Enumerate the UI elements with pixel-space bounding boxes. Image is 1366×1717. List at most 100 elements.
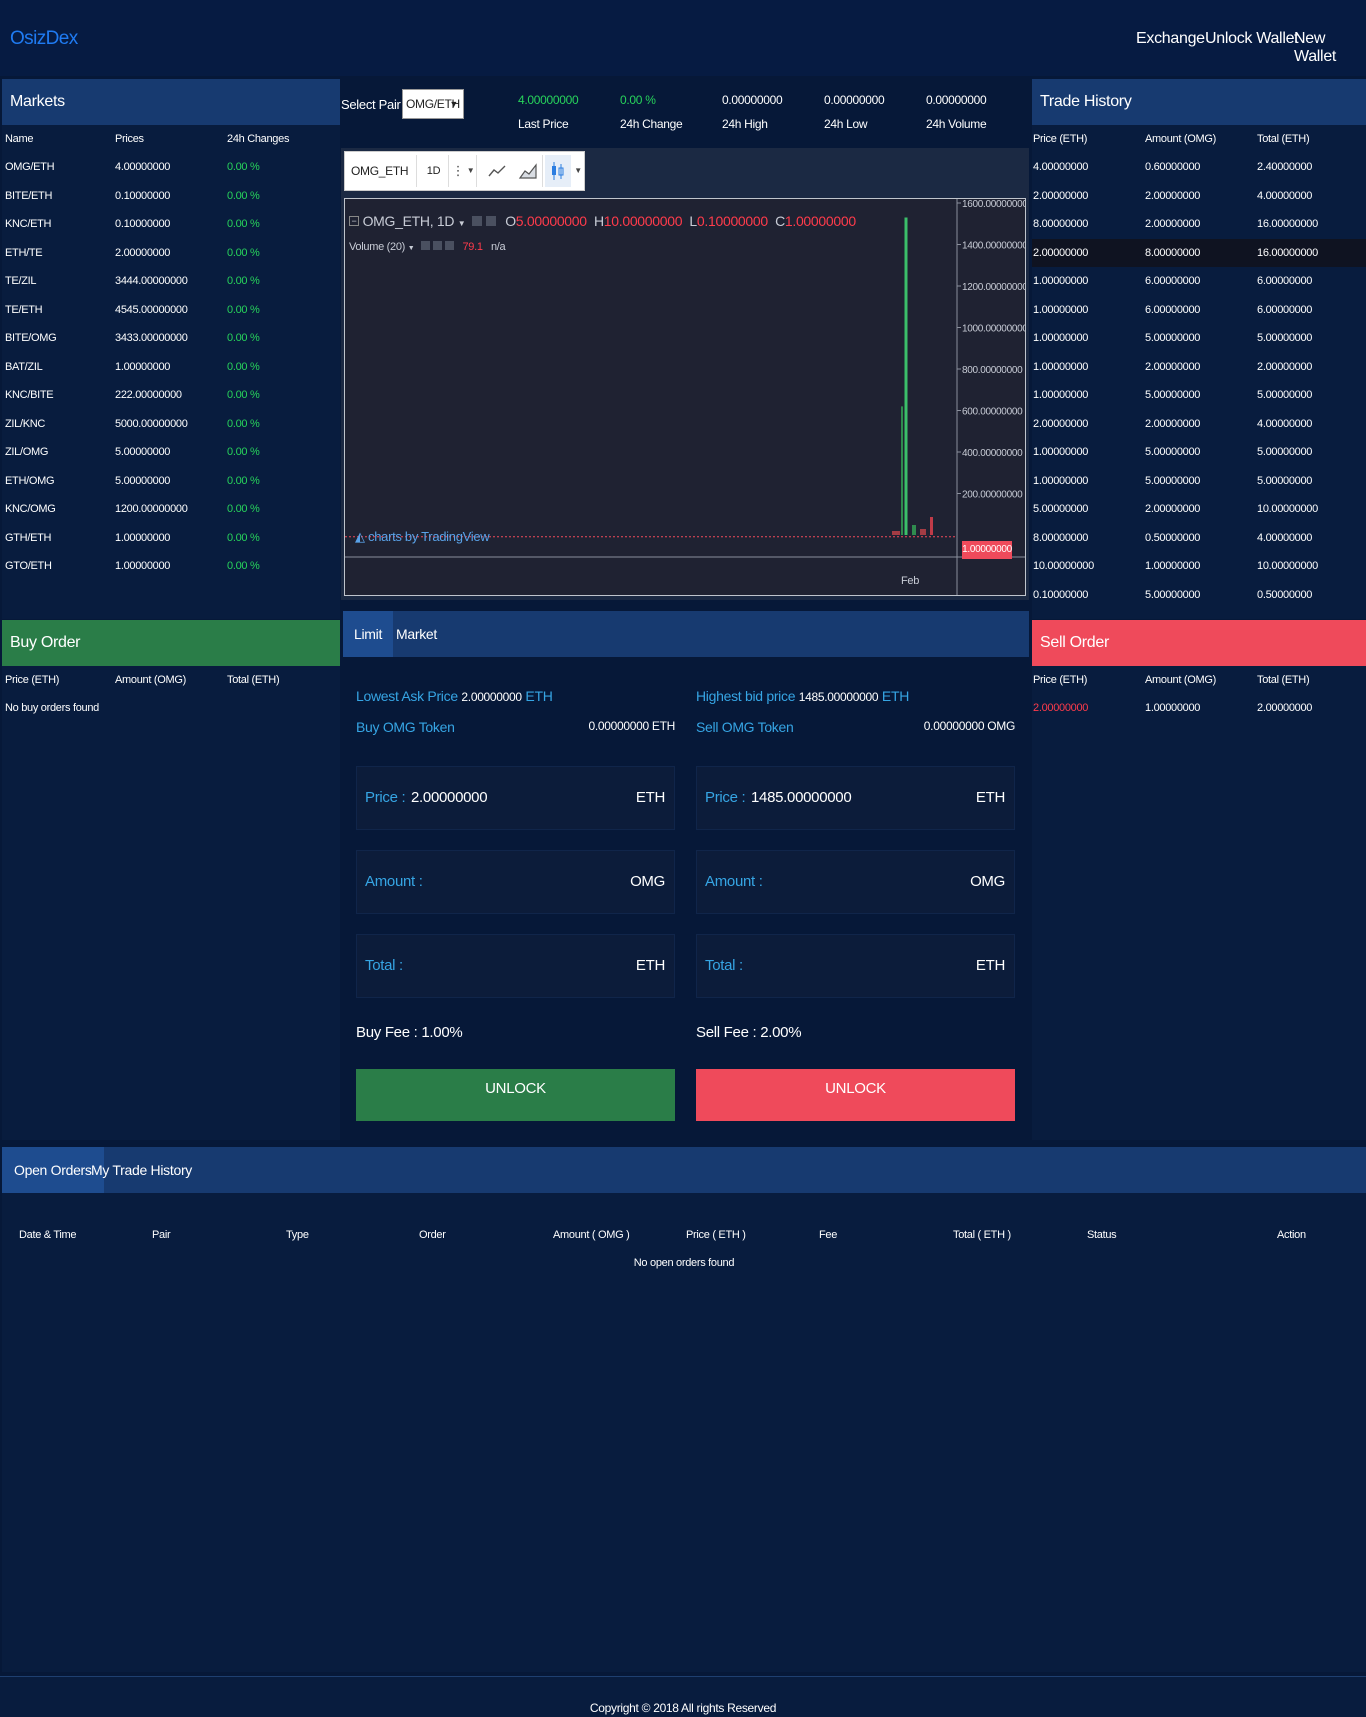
brand-logo[interactable]: OsizDex <box>10 28 78 49</box>
lowest-ask-label: Lowest Ask Price <box>356 688 458 704</box>
history-total: 16.00000000 <box>1257 218 1318 230</box>
interval-button[interactable]: 1D <box>419 155 449 187</box>
tab-my-trade-history[interactable]: My Trade History <box>91 1162 192 1178</box>
table-row[interactable]: KNC/BITE 222.00000000 0.00 % <box>2 381 340 409</box>
markets-panel: Markets Name Prices 24h Changes OMG/ETH 4… <box>2 79 340 619</box>
sell-price: 2.00000000 <box>1033 702 1089 714</box>
legend-c-label: C <box>775 213 785 229</box>
candles-icon[interactable] <box>545 155 571 187</box>
col-price: Price (ETH) <box>1033 674 1088 686</box>
sell-price-field[interactable]: Price : 1485.00000000 ETH <box>696 766 1015 830</box>
chart-canvas[interactable]: 200.00000000 400.00000000 600.00000000 800.… <box>345 199 1025 595</box>
sell-total-field[interactable]: Total : ETH <box>696 934 1015 998</box>
market-pair: BAT/ZIL <box>5 360 43 373</box>
price-chart[interactable]: 200.00000000 400.00000000 600.00000000 800.… <box>344 198 1026 596</box>
table-row[interactable]: 1.00000000 5.00000000 5.00000000 <box>1032 381 1366 409</box>
table-row[interactable]: 2.00000000 2.00000000 4.00000000 <box>1032 410 1366 438</box>
table-row[interactable]: 1.00000000 5.00000000 5.00000000 <box>1032 438 1366 466</box>
history-amount: 2.00000000 <box>1145 360 1201 373</box>
top-navbar: OsizDex Exchange Unlock Wallet New Walle… <box>0 0 1366 76</box>
table-row[interactable]: ETH/TE 2.00000000 0.00 % <box>2 239 340 267</box>
table-row[interactable]: GTH/ETH 1.00000000 0.00 % <box>2 524 340 552</box>
y-tick-label: 600.00000000 <box>962 407 1023 418</box>
nav-new-wallet[interactable]: New Wallet <box>1294 30 1337 65</box>
tab-limit[interactable]: Limit <box>343 611 394 657</box>
history-price: 8.00000000 <box>1033 531 1089 544</box>
table-row[interactable]: KNC/OMG 1200.00000000 0.00 % <box>2 495 340 523</box>
table-row[interactable]: 4.00000000 0.60000000 2.40000000 <box>1032 153 1366 181</box>
table-row[interactable]: 5.00000000 2.00000000 10.00000000 <box>1032 495 1366 523</box>
chevron-down-icon[interactable]: ▼ <box>407 245 415 252</box>
nav-exchange[interactable]: Exchange <box>1136 30 1205 47</box>
last-price-value: 4.00000000 <box>518 93 579 107</box>
chevron-down-icon[interactable]: ▼ <box>457 219 466 228</box>
table-row[interactable]: 1.00000000 5.00000000 5.00000000 <box>1032 467 1366 495</box>
table-row[interactable]: 1.00000000 6.00000000 6.00000000 <box>1032 296 1366 324</box>
more-icon[interactable]: ⋮ <box>451 163 465 178</box>
sell-amount-field[interactable]: Amount : OMG <box>696 850 1015 914</box>
table-row[interactable]: OMG/ETH 4.00000000 0.00 % <box>2 153 340 181</box>
table-row[interactable]: ETH/OMG 5.00000000 0.00 % <box>2 467 340 495</box>
table-row[interactable]: 1.00000000 6.00000000 6.00000000 <box>1032 267 1366 295</box>
table-row[interactable]: 1.00000000 5.00000000 5.00000000 <box>1032 324 1366 352</box>
price-value[interactable]: 2.00000000 <box>411 789 488 806</box>
chart-toolbar: OMG_ETH 1D ⋮ ▼ ▼ <box>344 151 585 191</box>
table-row[interactable]: 2.00000000 1.00000000 2.00000000 <box>1032 694 1366 722</box>
buy-token-label: Buy OMG Token <box>356 719 455 735</box>
close-icon[interactable] <box>444 241 454 250</box>
chevron-down-icon[interactable]: ▼ <box>574 166 582 175</box>
area-chart-icon[interactable] <box>513 155 543 187</box>
chevron-down-icon[interactable]: ▼ <box>465 155 477 187</box>
col-amount: Amount (OMG) <box>1145 674 1216 686</box>
col-amount: Amount (OMG) <box>1145 133 1216 145</box>
nav-unlock-wallet[interactable]: Unlock Wallet <box>1205 30 1299 47</box>
close-icon[interactable] <box>485 216 496 226</box>
buy-amount-field[interactable]: Amount : OMG <box>356 850 675 914</box>
table-row[interactable]: BAT/ZIL 1.00000000 0.00 % <box>2 353 340 381</box>
table-row[interactable]: 0.10000000 5.00000000 0.50000000 <box>1032 581 1366 609</box>
table-row[interactable]: 10.00000000 1.00000000 10.00000000 <box>1032 552 1366 580</box>
collapse-icon[interactable]: − <box>349 216 359 226</box>
pair-select[interactable]: OMG/ETH ▼ <box>402 89 464 119</box>
table-row[interactable]: 8.00000000 2.00000000 16.00000000 <box>1032 210 1366 238</box>
trade-history-panel: Trade History Price (ETH) Amount (OMG) T… <box>1032 79 1366 619</box>
table-row[interactable]: TE/ZIL 3444.00000000 0.00 % <box>2 267 340 295</box>
tab-market[interactable]: Market <box>396 626 437 642</box>
tradingview-watermark[interactable]: ◭ charts by TradingView <box>355 529 490 545</box>
buy-total-field[interactable]: Total : ETH <box>356 934 675 998</box>
markets-title: Markets <box>2 79 340 125</box>
market-price: 222.00000000 <box>115 389 182 401</box>
market-change: 0.00 % <box>227 218 260 230</box>
price-value[interactable]: 1485.00000000 <box>751 789 852 806</box>
table-row[interactable]: GTO/ETH 1.00000000 0.00 % <box>2 552 340 580</box>
table-row[interactable]: KNC/ETH 0.10000000 0.00 % <box>2 210 340 238</box>
legend-o-label: O <box>505 213 516 229</box>
table-row[interactable]: BITE/ETH 0.10000000 0.00 % <box>2 182 340 210</box>
market-pair: OMG/ETH <box>5 161 55 173</box>
table-row[interactable]: 8.00000000 0.50000000 4.00000000 <box>1032 524 1366 552</box>
symbol-input[interactable]: OMG_ETH <box>347 155 417 187</box>
settings-icon[interactable] <box>472 216 483 226</box>
sell-total: 2.00000000 <box>1257 702 1313 714</box>
table-row[interactable]: ZIL/OMG 5.00000000 0.00 % <box>2 438 340 466</box>
volume-bar <box>912 525 916 535</box>
lowest-ask-unit: ETH <box>525 688 553 704</box>
table-row[interactable]: 2.00000000 8.00000000 16.00000000 <box>1032 238 1366 267</box>
market-price: 5000.00000000 <box>115 417 188 430</box>
table-row[interactable]: 1.00000000 2.00000000 2.00000000 <box>1032 353 1366 381</box>
table-row[interactable]: TE/ETH 4545.00000000 0.00 % <box>2 296 340 324</box>
table-row[interactable]: 2.00000000 2.00000000 4.00000000 <box>1032 182 1366 210</box>
table-row[interactable]: ZIL/KNC 5000.00000000 0.00 % <box>2 410 340 438</box>
table-row[interactable]: BITE/OMG 3433.00000000 0.00 % <box>2 324 340 352</box>
market-price: 0.10000000 <box>115 218 171 230</box>
buy-order-header-row: Price (ETH) Amount (OMG) Total (ETH) <box>2 666 340 694</box>
settings-icon[interactable] <box>432 241 442 250</box>
eye-icon[interactable] <box>421 241 431 250</box>
buy-unlock-button[interactable]: UNLOCK <box>356 1069 675 1121</box>
line-chart-icon[interactable] <box>482 155 512 187</box>
sell-unlock-button[interactable]: UNLOCK <box>696 1069 1015 1121</box>
market-pair: ZIL/KNC <box>5 417 46 430</box>
market-pair: KNC/BITE <box>5 389 54 401</box>
buy-price-field[interactable]: Price : 2.00000000 ETH <box>356 766 675 830</box>
tab-open-orders[interactable]: Open Orders <box>2 1147 104 1193</box>
